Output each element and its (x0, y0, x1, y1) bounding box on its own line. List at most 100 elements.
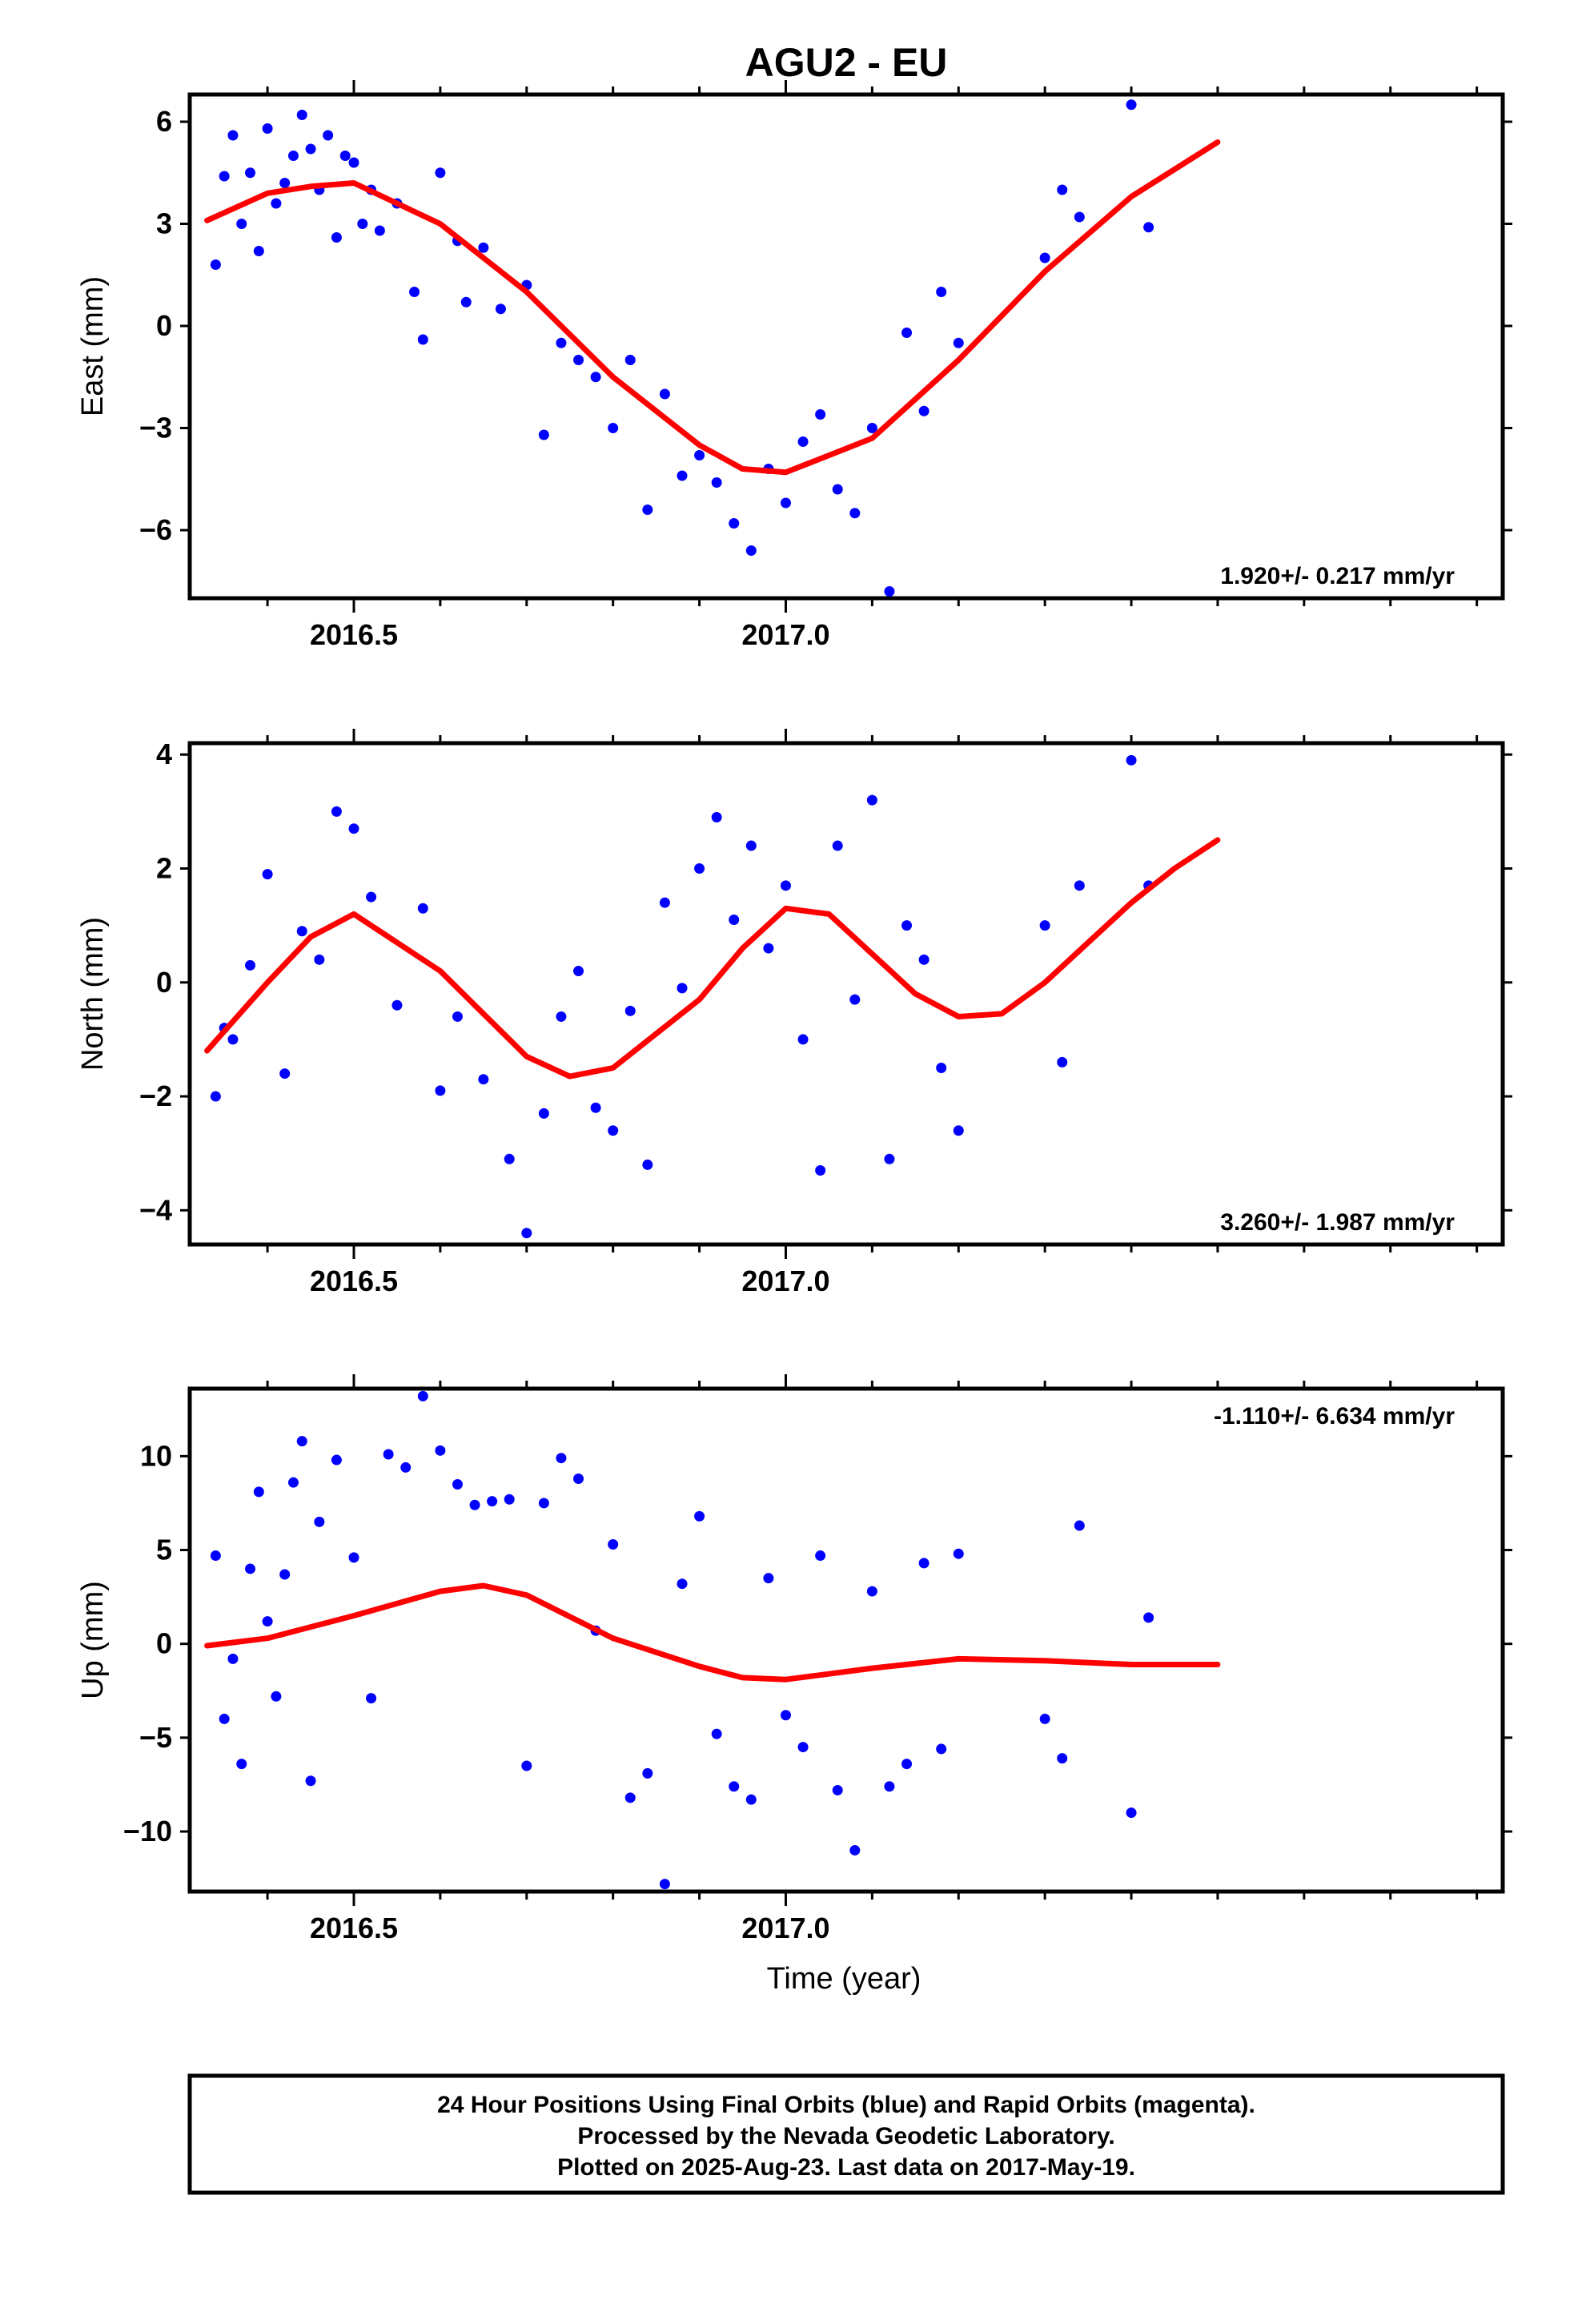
east-x-tick-label: 2016.5 (310, 618, 398, 651)
north-data-point (279, 1068, 291, 1080)
up-y-tick-label: −5 (139, 1721, 172, 1754)
east-data-point (832, 484, 843, 495)
footer-line-3: Plotted on 2025-Aug-23. Last data on 201… (557, 2154, 1135, 2181)
east-y-axis-label: East (mm) (76, 276, 110, 416)
east-data-point (339, 151, 351, 161)
north-data-point (624, 1005, 636, 1016)
north-data-point (1074, 880, 1085, 891)
north-data-point (417, 903, 428, 914)
up-data-point (314, 1516, 325, 1527)
up-data-point (1143, 1612, 1154, 1623)
north-data-point (815, 1165, 826, 1176)
east-data-point (210, 259, 221, 270)
north-data-point (866, 794, 877, 806)
up-y-tick-label: −10 (123, 1815, 172, 1848)
up-data-point (236, 1759, 247, 1770)
east-data-point (556, 337, 567, 348)
up-data-point (452, 1479, 463, 1490)
north-data-point (642, 1159, 653, 1170)
east-rate-label: 1.920+/- 0.217 mm/yr (1220, 563, 1455, 589)
north-data-point (314, 954, 325, 965)
north-data-point (780, 880, 791, 891)
north-data-point (538, 1108, 549, 1119)
up-data-point (262, 1616, 273, 1627)
north-data-point (763, 943, 774, 954)
up-data-point (348, 1552, 359, 1563)
up-data-point (866, 1586, 877, 1597)
up-x-tick-label: 2016.5 (310, 1912, 398, 1944)
north-y-tick-label: −2 (139, 1080, 172, 1112)
east-data-point (729, 518, 740, 529)
north-data-point (849, 994, 861, 1005)
north-fit-curve (204, 837, 1221, 1080)
up-data-point (287, 1477, 299, 1488)
east-data-point (918, 405, 930, 416)
north-data-point (590, 1102, 601, 1113)
footer-box: 24 Hour Positions Using Final Orbits (bl… (187, 2073, 1505, 2195)
north-data-point (884, 1153, 895, 1164)
east-data-point (219, 171, 230, 182)
up-data-point (884, 1781, 895, 1792)
up-data-point (556, 1453, 567, 1464)
north-data-point (573, 966, 584, 977)
up-data-point (538, 1498, 549, 1509)
north-data-point (227, 1034, 239, 1045)
east-data-point (573, 355, 584, 365)
up-data-point (400, 1462, 412, 1473)
east-data-point (901, 328, 913, 338)
east-y-tick-label: 0 (156, 309, 172, 342)
east-plot-frame (187, 92, 1505, 601)
north-data-point (504, 1153, 515, 1164)
east-y-tick-label: 6 (156, 105, 172, 138)
east-data-point (936, 287, 947, 297)
up-data-point (435, 1445, 446, 1456)
panel-east: −6 −3 0 3 6 2016.5 2017.0 East (mm) 1.920+/- 0.2… (76, 80, 1512, 651)
east-data-point (884, 586, 895, 597)
east-data-point (296, 110, 307, 120)
east-data-point (245, 167, 256, 179)
up-data-point (624, 1792, 636, 1803)
north-data-point (452, 1011, 463, 1022)
east-data-point (624, 355, 636, 365)
north-data-point (391, 999, 403, 1011)
up-data-point (245, 1563, 256, 1574)
east-data-point (236, 219, 247, 229)
up-data-point (210, 1550, 221, 1562)
east-data-point (331, 232, 342, 243)
east-data-point (227, 130, 239, 141)
east-data-point (1126, 99, 1137, 111)
footer-line-2: Processed by the Nevada Geodetic Laborat… (577, 2123, 1114, 2149)
north-data-point (711, 811, 722, 822)
up-data-point (918, 1558, 930, 1569)
north-data-point (659, 897, 670, 908)
east-data-point (357, 219, 368, 229)
east-data-point (694, 450, 705, 460)
up-plot-frame (187, 1386, 1505, 1894)
east-data-point (590, 372, 601, 383)
up-data-point (504, 1494, 515, 1505)
east-fit-curve (204, 139, 1221, 476)
north-plot-frame (187, 741, 1505, 1247)
north-data-point (556, 1011, 567, 1022)
east-data-point (849, 508, 861, 519)
north-data-point (262, 869, 273, 880)
north-data-point (797, 1034, 809, 1045)
north-data-point (521, 1228, 532, 1239)
east-data-point (677, 470, 688, 481)
east-data-point (271, 198, 282, 209)
east-data-point (435, 167, 446, 179)
east-data-point (745, 545, 757, 556)
east-data-point (866, 423, 877, 433)
up-y-tick-label: 10 (140, 1439, 172, 1472)
north-data-point (478, 1074, 489, 1085)
north-data-point (936, 1062, 947, 1073)
north-data-point (694, 863, 705, 874)
east-data-point (253, 246, 264, 256)
east-y-tick-label: −3 (139, 412, 172, 444)
east-data-point (1074, 211, 1085, 223)
east-y-tick-label: −6 (139, 513, 172, 546)
up-y-axis-label: Up (mm) (76, 1581, 110, 1699)
x-axis-label: Time (year) (767, 1962, 921, 1996)
east-data-point (287, 151, 299, 161)
up-data-point (366, 1693, 377, 1704)
